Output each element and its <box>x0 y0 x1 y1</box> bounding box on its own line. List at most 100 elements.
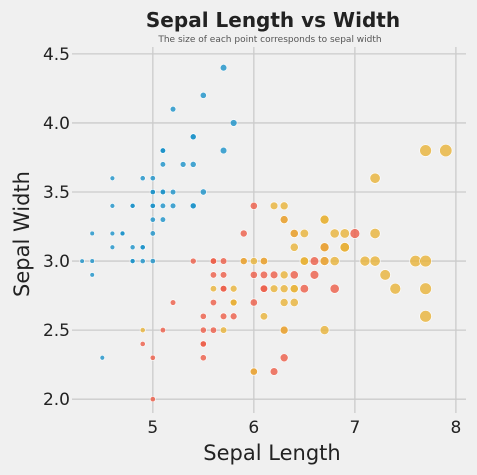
data-point-virginica <box>229 298 238 307</box>
data-point-versicolor <box>329 283 340 294</box>
data-point-versicolor <box>239 229 248 238</box>
grid <box>72 47 466 413</box>
tick-labels: 5 6 7 8 2.0 2.5 3.0 3.5 4.0 4.5 <box>43 45 461 438</box>
chart-subtitle: The size of each point corresponds to se… <box>157 35 381 45</box>
data-point-setosa <box>189 202 197 210</box>
data-point-virginica <box>369 255 381 267</box>
data-point-virginica <box>279 298 289 307</box>
data-point-setosa <box>79 258 85 264</box>
data-point-virginica <box>269 201 279 211</box>
data-point-virginica <box>329 256 340 267</box>
data-point-setosa <box>89 258 95 264</box>
data-point-versicolor <box>259 284 269 293</box>
x-axis-label: Sepal Length <box>203 441 340 465</box>
data-point-versicolor <box>309 256 320 266</box>
data-point-virginica <box>279 201 289 211</box>
data-point-virginica <box>319 325 330 335</box>
data-point-setosa <box>149 216 156 223</box>
data-point-versicolor <box>269 270 279 280</box>
data-point-setosa <box>149 189 156 196</box>
data-point-versicolor <box>139 341 146 347</box>
data-point-setosa <box>229 119 238 127</box>
data-point-setosa <box>169 188 177 196</box>
data-point-virginica <box>279 284 289 294</box>
data-point-setosa <box>219 64 228 72</box>
data-point-setosa <box>99 355 105 361</box>
y-tick-label: 4.5 <box>43 45 70 65</box>
data-point-setosa <box>139 244 146 251</box>
data-point-versicolor <box>219 312 228 320</box>
points <box>79 64 453 403</box>
data-point-versicolor <box>209 298 217 307</box>
data-point-virginica <box>229 284 238 293</box>
data-point-setosa <box>89 272 95 278</box>
data-point-setosa <box>89 230 95 237</box>
data-point-virginica <box>289 242 299 252</box>
data-point-virginica <box>249 367 258 376</box>
y-tick-label: 4.0 <box>43 114 70 134</box>
data-point-versicolor <box>159 327 166 334</box>
x-tick-label: 8 <box>450 418 461 438</box>
data-point-versicolor <box>149 396 156 403</box>
data-point-virginica <box>319 242 330 253</box>
x-tick-label: 7 <box>349 418 360 438</box>
data-point-virginica <box>279 325 289 335</box>
data-point-versicolor <box>199 326 207 334</box>
data-point-setosa <box>189 161 197 168</box>
data-point-virginica <box>419 310 432 323</box>
data-point-setosa <box>219 146 228 155</box>
data-point-setosa <box>129 202 136 209</box>
data-point-virginica <box>209 285 217 293</box>
data-point-virginica <box>219 326 228 334</box>
data-point-virginica <box>419 254 432 268</box>
data-point-setosa <box>189 133 197 141</box>
data-point-virginica <box>369 172 381 184</box>
data-point-versicolor <box>249 270 258 279</box>
data-point-setosa <box>159 161 166 168</box>
x-tick-label: 6 <box>248 418 259 438</box>
y-tick-label: 3.0 <box>43 252 70 272</box>
data-point-versicolor <box>149 354 156 361</box>
data-point-virginica <box>419 144 432 157</box>
data-point-versicolor <box>199 312 207 320</box>
data-point-versicolor <box>309 270 320 280</box>
data-point-setosa <box>179 161 187 168</box>
data-point-setosa <box>199 91 207 99</box>
data-point-setosa <box>109 230 116 237</box>
y-axis-label: Sepal Width <box>10 171 34 297</box>
x-tick-label: 5 <box>147 418 158 438</box>
data-point-versicolor <box>199 354 207 362</box>
data-point-setosa <box>149 175 156 182</box>
y-tick-label: 3.5 <box>43 183 70 203</box>
data-point-setosa <box>159 147 166 154</box>
data-point-virginica <box>259 312 269 321</box>
data-point-virginica <box>369 227 381 239</box>
data-point-versicolor <box>349 228 361 239</box>
data-point-versicolor <box>219 271 228 279</box>
data-point-versicolor <box>259 270 269 279</box>
data-point-virginica <box>299 228 309 239</box>
data-point-virginica <box>289 284 299 294</box>
data-point-virginica <box>419 282 432 295</box>
data-point-setosa <box>119 230 126 237</box>
data-point-versicolor <box>249 201 258 210</box>
data-point-virginica <box>259 256 269 266</box>
data-point-virginica <box>379 269 391 281</box>
data-point-virginica <box>139 327 146 334</box>
data-point-versicolor <box>209 326 217 334</box>
data-point-virginica <box>299 256 309 266</box>
data-point-setosa <box>159 202 166 209</box>
data-point-setosa <box>149 230 156 237</box>
data-point-virginica <box>359 255 371 267</box>
data-point-virginica <box>249 257 258 266</box>
data-point-virginica <box>439 144 453 158</box>
data-point-versicolor <box>199 340 207 348</box>
chart-title: Sepal Length vs Width <box>146 8 400 32</box>
data-point-versicolor <box>169 299 177 306</box>
data-point-versicolor <box>269 367 279 376</box>
data-point-setosa <box>139 258 146 264</box>
data-point-setosa <box>149 202 156 209</box>
y-tick-label: 2.0 <box>43 390 70 410</box>
